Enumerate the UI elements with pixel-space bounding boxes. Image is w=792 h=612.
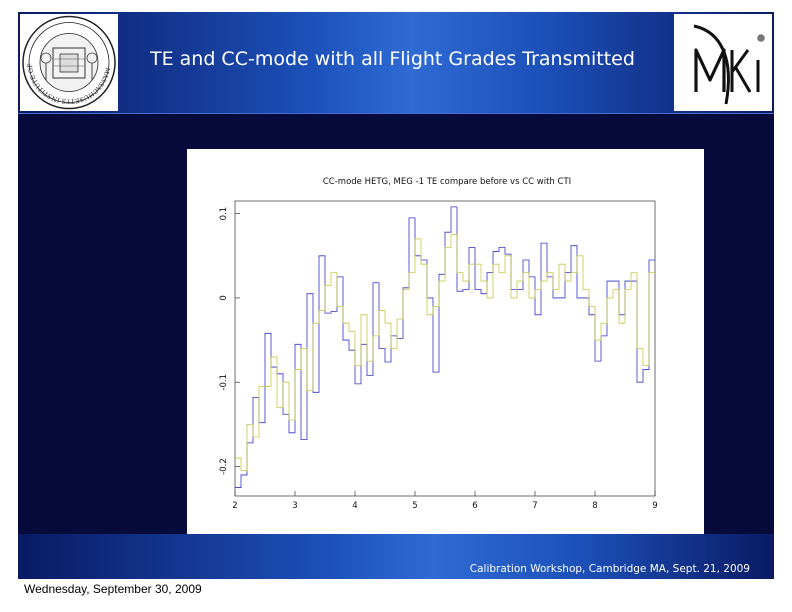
- x-tick-label: 5: [412, 501, 417, 511]
- y-axis: -0.2 -0.1 0 0.1: [219, 207, 240, 475]
- y-tick-label: 0.1: [219, 207, 229, 221]
- page-footer-date: Wednesday, September 30, 2009: [24, 582, 202, 596]
- chart-title: CC-mode HETG, MEG -1 TE compare before v…: [323, 177, 571, 187]
- mit-seal-icon: MASSACHUSETTS INSTITUTE OF TECHNOLOGY: [18, 12, 116, 110]
- mit-seal: MASSACHUSETTS INSTITUTE OF TECHNOLOGY: [18, 12, 118, 111]
- slide: MASSACHUSETTS INSTITUTE OF TECHNOLOGY TE…: [18, 12, 774, 579]
- x-tick-label: 8: [592, 501, 597, 511]
- x-tick-label: 6: [472, 501, 477, 511]
- plot-frame: [234, 200, 656, 497]
- series-line-yellow: [235, 234, 655, 472]
- x-axis: 2 3 4 5 6 7 8 9: [232, 491, 658, 511]
- footer-band: [18, 534, 774, 579]
- slide-footer: Calibration Workshop, Cambridge MA, Sept…: [469, 563, 750, 575]
- x-tick-label: 9: [652, 501, 657, 511]
- mki-logo-icon: [693, 24, 765, 105]
- chart-panel: CC-mode HETG, MEG -1 TE compare before v…: [187, 149, 704, 548]
- chart: CC-mode HETG, MEG -1 TE compare before v…: [219, 177, 658, 511]
- header-band: MASSACHUSETTS INSTITUTE OF TECHNOLOGY TE…: [18, 12, 774, 114]
- slide-title: TE and CC-mode with all Flight Grades Tr…: [150, 48, 635, 70]
- x-tick-label: 4: [352, 501, 357, 511]
- series-line-blue: [235, 206, 655, 488]
- x-tick-label: 7: [532, 501, 537, 511]
- x-tick-label: 3: [292, 501, 297, 511]
- y-tick-label: 0: [219, 295, 229, 300]
- x-tick-label: 2: [232, 501, 237, 511]
- series-layer: [235, 206, 655, 488]
- y-tick-label: -0.2: [219, 458, 229, 475]
- y-tick-label: -0.1: [219, 374, 229, 391]
- mki-logo: [674, 14, 772, 111]
